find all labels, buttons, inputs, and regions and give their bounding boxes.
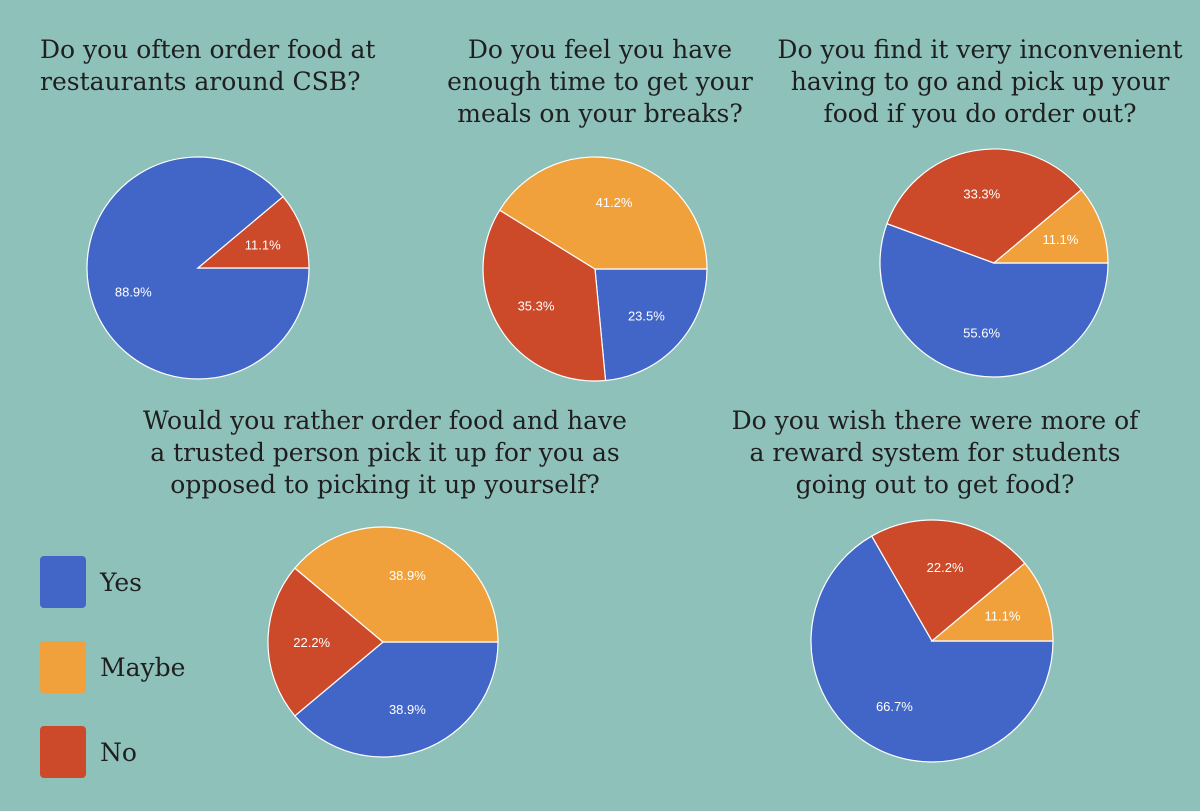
chart-2-slice-yes	[594, 268, 708, 382]
chart-2-title-line: Do you feel you have	[467, 35, 733, 64]
chart-4-label-no: 22.2%	[293, 635, 330, 650]
chart-4-title-line: a trusted person pick it up for you as	[150, 438, 620, 467]
chart-5-title-line: going out to get food?	[795, 470, 1075, 499]
legend-label-no: No	[100, 737, 137, 767]
chart-5-title: Do you wish there were more of a reward …	[710, 405, 1160, 501]
chart-3-title-line: food if you do order out?	[823, 99, 1137, 128]
chart-1-title-line: restaurants around CSB?	[40, 67, 361, 96]
chart-4-slice-no	[267, 567, 384, 717]
chart-3-title-line: Do you find it very inconvenient	[777, 35, 1183, 64]
chart-4-title-line: Would you rather order food and have	[143, 406, 627, 435]
legend-item-no: No	[40, 726, 185, 778]
legend-item-yes: Yes	[40, 556, 185, 608]
chart-3-slice-no	[886, 148, 1083, 264]
chart-3-title-line: having to go and pick up your	[790, 67, 1170, 96]
chart-5-label-no: 22.2%	[927, 560, 964, 575]
chart-3-slice-yes	[879, 222, 1109, 378]
chart-2-label-maybe: 41.2%	[596, 195, 633, 210]
chart-4-label-yes: 38.9%	[389, 702, 426, 717]
chart-3-slice-maybe	[992, 188, 1109, 264]
chart-5-slice-yes	[810, 535, 1054, 763]
chart-4-label-maybe: 38.9%	[389, 568, 426, 583]
chart-2-title: Do you feel you have enough time to get …	[440, 34, 760, 130]
chart-5-label-maybe: 11.1%	[985, 608, 1021, 623]
chart-2-label-yes: 23.5%	[628, 309, 665, 324]
legend-item-maybe: Maybe	[40, 641, 185, 693]
chart-1-label-no: 11.1%	[245, 238, 281, 253]
chart-5-title-line: Do you wish there were more of	[731, 406, 1139, 435]
chart-4-title: Would you rather order food and have a t…	[120, 405, 650, 501]
chart-2-slice-no	[482, 209, 607, 382]
chart-3-label-maybe: 11.1%	[1042, 232, 1078, 247]
legend-label-yes: Yes	[100, 567, 142, 597]
legend-swatch-maybe	[40, 641, 86, 693]
chart-4-title-line: opposed to picking it up yourself?	[170, 470, 600, 499]
chart-3-title: Do you find it very inconvenient having …	[770, 34, 1190, 130]
chart-2-label-no: 35.3%	[518, 299, 555, 314]
chart-5-title-line: a reward system for students	[749, 438, 1121, 467]
chart-3-label-no: 33.3%	[963, 186, 1000, 201]
chart-5-label-yes: 66.7%	[876, 699, 913, 714]
chart-4-slice-maybe	[294, 526, 499, 643]
chart-2-title-line: meals on your breaks?	[457, 99, 743, 128]
chart-1-title: Do you often order food at restaurants a…	[40, 34, 400, 98]
chart-1-label-yes: 88.9%	[115, 285, 152, 300]
legend-swatch-no	[40, 726, 86, 778]
chart-5-slice-maybe	[930, 562, 1054, 642]
legend-label-maybe: Maybe	[100, 652, 186, 682]
chart-2-title-line: enough time to get your	[447, 67, 753, 96]
chart-5-slice-no	[870, 519, 1026, 642]
legend-swatch-yes	[40, 556, 86, 608]
chart-2-slice-maybe	[498, 156, 708, 270]
chart-1-slice-no	[196, 195, 310, 269]
chart-3-label-yes: 55.6%	[963, 326, 1000, 341]
legend: Yes Maybe No	[40, 556, 185, 811]
chart-1-title-line: Do you often order food at	[40, 35, 376, 64]
chart-4-slice-yes	[294, 641, 499, 758]
